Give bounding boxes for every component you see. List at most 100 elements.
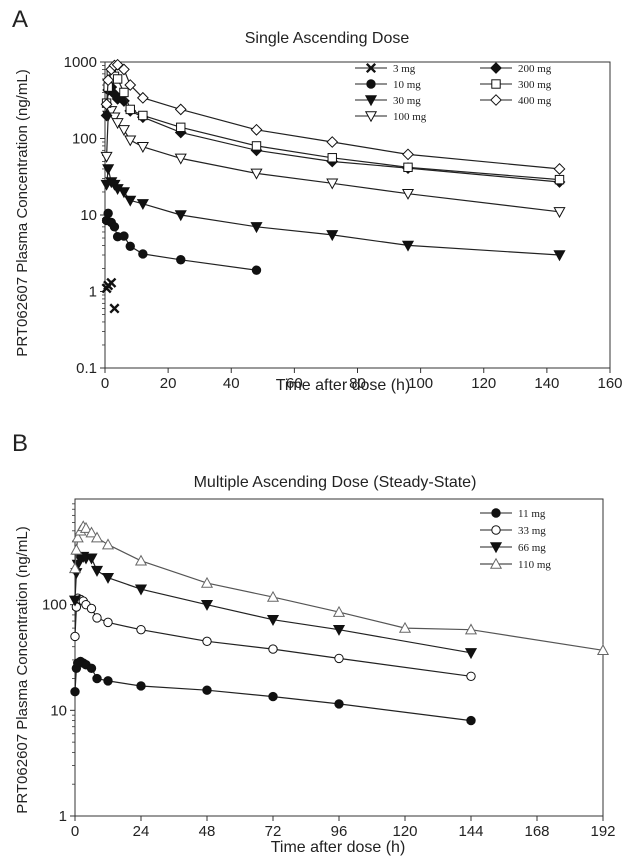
panel-b-series-110-mg-point — [68, 562, 82, 574]
panel-a-plot-area — [100, 58, 566, 314]
panel-b-x-tick-label: 0 — [71, 823, 79, 840]
panel-a-series-200-mg-point — [100, 109, 113, 122]
panel-b-y-tick-label: 10 — [50, 702, 67, 719]
panel-a-series-30-mg-point — [326, 230, 339, 242]
panel-b-chart: B Multiple Ascending Dose (Steady-State)… — [12, 430, 616, 856]
panel-b-series-11-mg-line — [74, 660, 472, 722]
panel-a-series-3-mg-point — [106, 277, 117, 288]
panel-a-series-300-mg-point — [251, 141, 262, 151]
panel-a-series-300-mg-point — [112, 74, 123, 84]
panel-a-series-30-mg — [100, 164, 566, 262]
panel-b-y-axis-label: PRT062607 Plasma Concentration (ng/mL) — [14, 526, 31, 813]
panel-b-series-66-mg-point — [85, 553, 98, 565]
panel-b-series-33-mg-point — [71, 602, 82, 612]
panel-a-x-tick-label: 0 — [101, 375, 109, 392]
panel-a-series-300-mg-point — [176, 122, 186, 133]
panel-a-legend-entry-300-mg-label: 300 mg — [518, 79, 552, 91]
panel-a-legend-entry-400-mg-marker — [490, 94, 502, 106]
panel-a-x-tick-label: 100 — [408, 375, 433, 392]
panel-b-series-33-mg-point — [103, 617, 113, 628]
panel-b-plot-area — [68, 520, 610, 726]
panel-a-series-300-mg-point — [119, 87, 129, 98]
panel-a-y-tick-label: 1000 — [64, 54, 97, 71]
panel-a-series-100-mg-point — [100, 151, 113, 163]
panel-a-x-tick-label: 40 — [223, 375, 240, 392]
panel-b-x-tick-label: 144 — [458, 823, 483, 840]
panel-a-legend-entry-300-mg: 300 mg — [480, 79, 552, 91]
panel-b-series-11-mg-point — [334, 699, 344, 709]
panel-a-series-400-mg-point — [553, 163, 566, 175]
panel-b-series-33-mg-point — [136, 624, 146, 635]
panel-b-series-33-mg — [70, 593, 476, 681]
panel-b-series-110-mg-point — [85, 526, 98, 538]
panel-b-series-66-mg-point — [134, 584, 148, 596]
panel-a-legend-entry-3-mg: 3 mg — [355, 62, 416, 75]
panel-b-series-110-mg-point — [71, 531, 84, 543]
panel-b-series-110-mg-point — [398, 621, 412, 633]
panel-b-x-tick-label: 120 — [392, 823, 417, 840]
panel-a-series-30-mg-point — [117, 187, 130, 199]
panel-b-title: Multiple Ascending Dose (Steady-State) — [194, 474, 477, 491]
panel-b-legend-entry-66-mg-label: 66 mg — [518, 542, 546, 554]
panel-a-legend-entry-30-mg-marker — [364, 95, 378, 107]
panel-a-series-30-mg-point — [174, 210, 187, 222]
panel-a-series-100-mg-point — [326, 178, 339, 190]
panel-a-legend-entry-3-mg-marker-stroke-2 — [365, 62, 377, 74]
panel-a-label: A — [12, 6, 28, 33]
panel-a-y-axis-label: PRT062607 Plasma Concentration (ng/mL) — [14, 69, 31, 356]
panel-a-series-100-mg-point — [553, 207, 566, 219]
panel-b-series-110-mg-point — [101, 538, 115, 550]
panel-b-series-33-mg-point — [70, 631, 80, 642]
panel-b-legend: 11 mg 33 mg 66 mg 110 mg — [480, 508, 551, 571]
panel-a-legend-entry-10-mg-marker — [366, 79, 376, 89]
panel-b-x-tick-label: 96 — [331, 823, 348, 840]
panel-b-series-66-mg-point — [266, 615, 280, 626]
panel-a-series-100-mg-point — [117, 125, 130, 137]
panel-a-series-400-mg-point — [250, 123, 263, 136]
panel-a-legend-entry-300-mg-marker — [491, 79, 501, 89]
panel-a-x-tick-label: 60 — [286, 375, 303, 392]
panel-b-series-11-mg-point — [92, 673, 102, 684]
panel-a-series-400-mg-point — [326, 136, 339, 148]
panel-a-legend-entry-10-mg: 10 mg — [355, 79, 421, 91]
panel-a-chart: A Single Ascending Dose Time after dose … — [12, 6, 623, 394]
panel-a-series-3-mg-point-stroke-2 — [106, 277, 117, 288]
panel-a-series-300-mg-point — [554, 174, 565, 185]
panel-a-series-3-mg-point-stroke-2 — [109, 303, 120, 314]
panel-a-series-400-mg — [100, 58, 566, 175]
panel-b-legend-entry-110-mg: 110 mg — [480, 557, 551, 571]
panel-a-series-400-mg-point — [402, 148, 414, 161]
panel-a-legend-entry-3-mg-marker — [365, 62, 377, 74]
panel-a-x-tick-label: 80 — [349, 375, 366, 392]
panel-a-legend-entry-30-mg-label: 30 mg — [393, 95, 421, 107]
panel-a-series-30-mg-point — [401, 240, 415, 252]
panel-a-series-100-mg — [100, 106, 566, 219]
panel-b-label: B — [12, 430, 28, 457]
panel-b-legend-entry-33-mg: 33 mg — [480, 525, 546, 537]
panel-a-series-100-mg-point — [250, 168, 263, 180]
panel-a-legend-entry-200-mg: 200 mg — [480, 62, 552, 75]
panel-b-series-33-mg-point — [86, 603, 97, 614]
panel-b-legend-entry-11-mg: 11 mg — [480, 508, 546, 520]
panel-a-x-tick-label: 20 — [160, 375, 177, 392]
panel-a-series-300-mg-point — [403, 162, 413, 173]
panel-b-series-110-mg-point — [332, 605, 346, 617]
panel-a-axes: 0 20 40 60 80 100 120 140 160 0.1 1 10 100 1000 — [64, 54, 623, 392]
panel-b-series-66-mg-point — [200, 599, 214, 611]
panel-a-series-10-mg-point — [176, 255, 186, 265]
panel-a-series-300-mg-point — [125, 104, 135, 115]
panel-b-legend-entry-33-mg-marker — [491, 525, 501, 535]
panel-b-series-33-mg-point — [466, 671, 476, 681]
panel-b-series-11-mg-point — [202, 685, 212, 695]
panel-b-series-110-mg-point — [464, 623, 478, 635]
panel-a-series-100-mg-point — [105, 106, 118, 118]
panel-a-series-100-mg-point — [401, 188, 415, 200]
panel-b-series-110-mg-point — [70, 543, 83, 555]
panel-a-legend-entry-200-mg-label: 200 mg — [518, 63, 552, 75]
panel-b-series-66-mg-point — [464, 648, 478, 660]
panel-b-x-tick-label: 48 — [199, 823, 216, 840]
panel-b-series-66-mg-point — [68, 595, 82, 607]
panel-a-legend-entry-200-mg-marker — [490, 62, 502, 74]
